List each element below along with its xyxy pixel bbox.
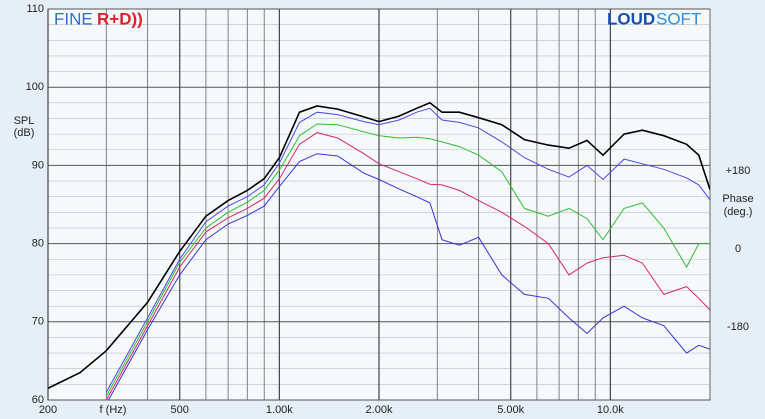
y2-label: (deg.) xyxy=(724,206,753,218)
x-tick-label: 1.00k xyxy=(266,404,293,416)
grid xyxy=(47,8,711,401)
y2-tick-label: 0 xyxy=(735,243,741,255)
spl-curve xyxy=(107,153,710,400)
x-tick-label: 5.00k xyxy=(497,404,524,416)
x-label: f (Hz) xyxy=(100,404,127,416)
curves xyxy=(48,101,710,400)
y-tick-label: 110 xyxy=(26,3,44,15)
spl-curve xyxy=(105,132,710,400)
x-tick-label: 2.00k xyxy=(366,404,393,416)
x-tick-label: 10.0k xyxy=(597,404,624,416)
y-tick-label: 70 xyxy=(32,316,44,328)
logo-left-a: FINE xyxy=(54,9,93,28)
y-label: (dB) xyxy=(14,127,35,139)
y-tick-label: 80 xyxy=(32,238,44,250)
y-tick-label: 90 xyxy=(32,159,44,171)
y2-tick-label: -180 xyxy=(727,321,749,333)
y2-tick-label: +180 xyxy=(726,165,751,177)
spl-curve xyxy=(48,101,710,390)
y2-label: Phase xyxy=(722,193,753,205)
spl-curve xyxy=(105,107,710,393)
y-tick-label: 60 xyxy=(32,394,44,406)
x-tick-label: 500 xyxy=(171,404,189,416)
spl-curve xyxy=(105,123,710,397)
logo-right-b: SOFT xyxy=(656,9,701,28)
y-tick-label: 100 xyxy=(26,81,44,93)
x-tick-label: 200 xyxy=(39,404,57,416)
y-label: SPL xyxy=(14,115,35,127)
logo-right-a: LOUD xyxy=(607,9,655,28)
logo-left-b: R+D)) xyxy=(97,9,143,28)
